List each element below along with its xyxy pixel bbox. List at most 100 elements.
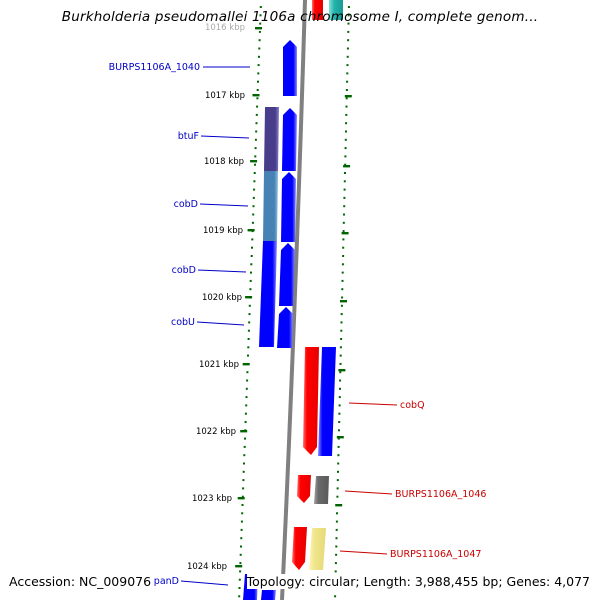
- gene-label: cobD: [174, 199, 198, 210]
- ring-dot: [345, 89, 348, 91]
- map-title: Burkholderia pseudomallei 1106a chromoso…: [61, 9, 539, 25]
- ring-dot: [254, 155, 257, 158]
- ring-dot: [251, 221, 254, 224]
- ring-dot: [254, 147, 257, 150]
- ring-dot: [242, 487, 245, 490]
- ring-dot: [340, 304, 343, 307]
- ring-dot: [347, 14, 350, 17]
- gene-labels-right: cobQ BURPS1106A_1046 BURPS1106A_1047: [390, 400, 486, 560]
- ring-dot: [245, 396, 248, 399]
- ring-dot: [255, 113, 258, 116]
- ring-dot: [250, 255, 253, 257]
- cds-arrow-cobQ: [303, 347, 319, 455]
- ring-dot: [342, 255, 345, 257]
- ring-dot: [241, 495, 244, 498]
- tick-mark: [336, 436, 344, 439]
- ring-dot: [257, 80, 259, 83]
- ring-dot: [253, 180, 256, 183]
- gene-label: cobD: [172, 265, 196, 276]
- ring-dot: [337, 454, 340, 457]
- ring-dot: [254, 163, 256, 166]
- ring-dot: [243, 454, 246, 457]
- ring-dot: [239, 553, 242, 556]
- ring-dots: [238, 6, 350, 598]
- ring-dot: [343, 205, 346, 208]
- tick-mark: [252, 94, 260, 97]
- gene-label: BURPS1106A_1040: [109, 62, 200, 73]
- ring-dot: [247, 346, 250, 349]
- ring-dot: [342, 246, 345, 249]
- ring-dot: [247, 338, 250, 340]
- ring-dot: [242, 479, 245, 482]
- gene-label: cobU: [171, 317, 195, 328]
- ring-dot: [245, 404, 248, 407]
- ring-dot: [344, 172, 346, 174]
- cds-arrow-cobD2: [279, 243, 295, 306]
- ring-dot: [257, 64, 260, 67]
- ring-dot: [343, 180, 346, 183]
- ring-dot: [344, 155, 347, 158]
- gene-label: cobQ: [400, 400, 425, 411]
- tick-mark: [341, 232, 349, 235]
- ring-dot: [342, 221, 345, 224]
- ring-dot: [340, 329, 343, 332]
- ring-dot: [337, 470, 339, 473]
- ring-dot: [338, 412, 341, 415]
- ring-dot: [347, 6, 350, 8]
- ring-dot: [241, 512, 244, 515]
- cds-arrow-burps1040: [283, 40, 297, 96]
- tick-mark: [240, 430, 248, 433]
- label-line-cobU: [196, 321, 245, 326]
- ring-dot: [246, 379, 249, 382]
- ring-dot: [335, 528, 338, 531]
- ring-dot: [259, 22, 262, 25]
- ring-dot: [248, 321, 251, 324]
- tick-mark: [338, 369, 346, 372]
- ring-dot: [342, 238, 345, 241]
- genome-info-text: Topology: circular; Length: 3,988,455 bp…: [246, 574, 590, 589]
- ring-dot: [258, 30, 261, 33]
- ring-dot: [238, 587, 241, 589]
- ring-dot: [243, 445, 246, 448]
- ring-dot: [335, 545, 338, 548]
- ring-dot: [341, 263, 344, 266]
- tick-mark: [237, 497, 245, 500]
- ring-dot: [339, 346, 342, 349]
- ring-dot: [346, 47, 349, 50]
- ring-dot: [334, 562, 337, 565]
- ring-dot: [240, 545, 242, 548]
- tick-label: 1021 kbp: [199, 360, 239, 370]
- gene-label: panD: [154, 576, 179, 587]
- ring-dot: [238, 595, 241, 598]
- tick-marks: [235, 27, 352, 568]
- ring-dot: [246, 371, 249, 374]
- ring-dot: [247, 354, 249, 357]
- tick-mark: [255, 27, 262, 30]
- cds-arrow-btuF: [282, 108, 297, 171]
- tick-label: 1022 kbp: [196, 427, 236, 437]
- ring-dot: [244, 437, 246, 440]
- feature-top-red: [312, 0, 323, 20]
- feature-top-teal: [329, 0, 343, 20]
- tick-label: 1016 kbp: [205, 23, 245, 33]
- ring-dot: [244, 412, 247, 415]
- gene-label: BURPS1106A_1046: [395, 489, 486, 500]
- ring-dot: [341, 288, 344, 291]
- ring-dot: [240, 520, 243, 523]
- ring-dot: [259, 6, 262, 8]
- tick-mark: [340, 300, 347, 303]
- ring-dot: [247, 329, 250, 332]
- tick-mark: [344, 95, 352, 98]
- ring-dot: [239, 562, 242, 565]
- ring-dot: [258, 55, 260, 58]
- ring-dot: [240, 537, 243, 540]
- ring-dot: [258, 39, 261, 42]
- ring-dot: [239, 570, 242, 573]
- tick-label: 1019 kbp: [203, 226, 243, 236]
- backbone-arc: [280, 0, 307, 601]
- tick-mark: [245, 296, 253, 299]
- feature-cobD2-cog: [259, 241, 277, 347]
- ring-dot: [256, 89, 259, 91]
- ring-dot: [252, 213, 255, 216]
